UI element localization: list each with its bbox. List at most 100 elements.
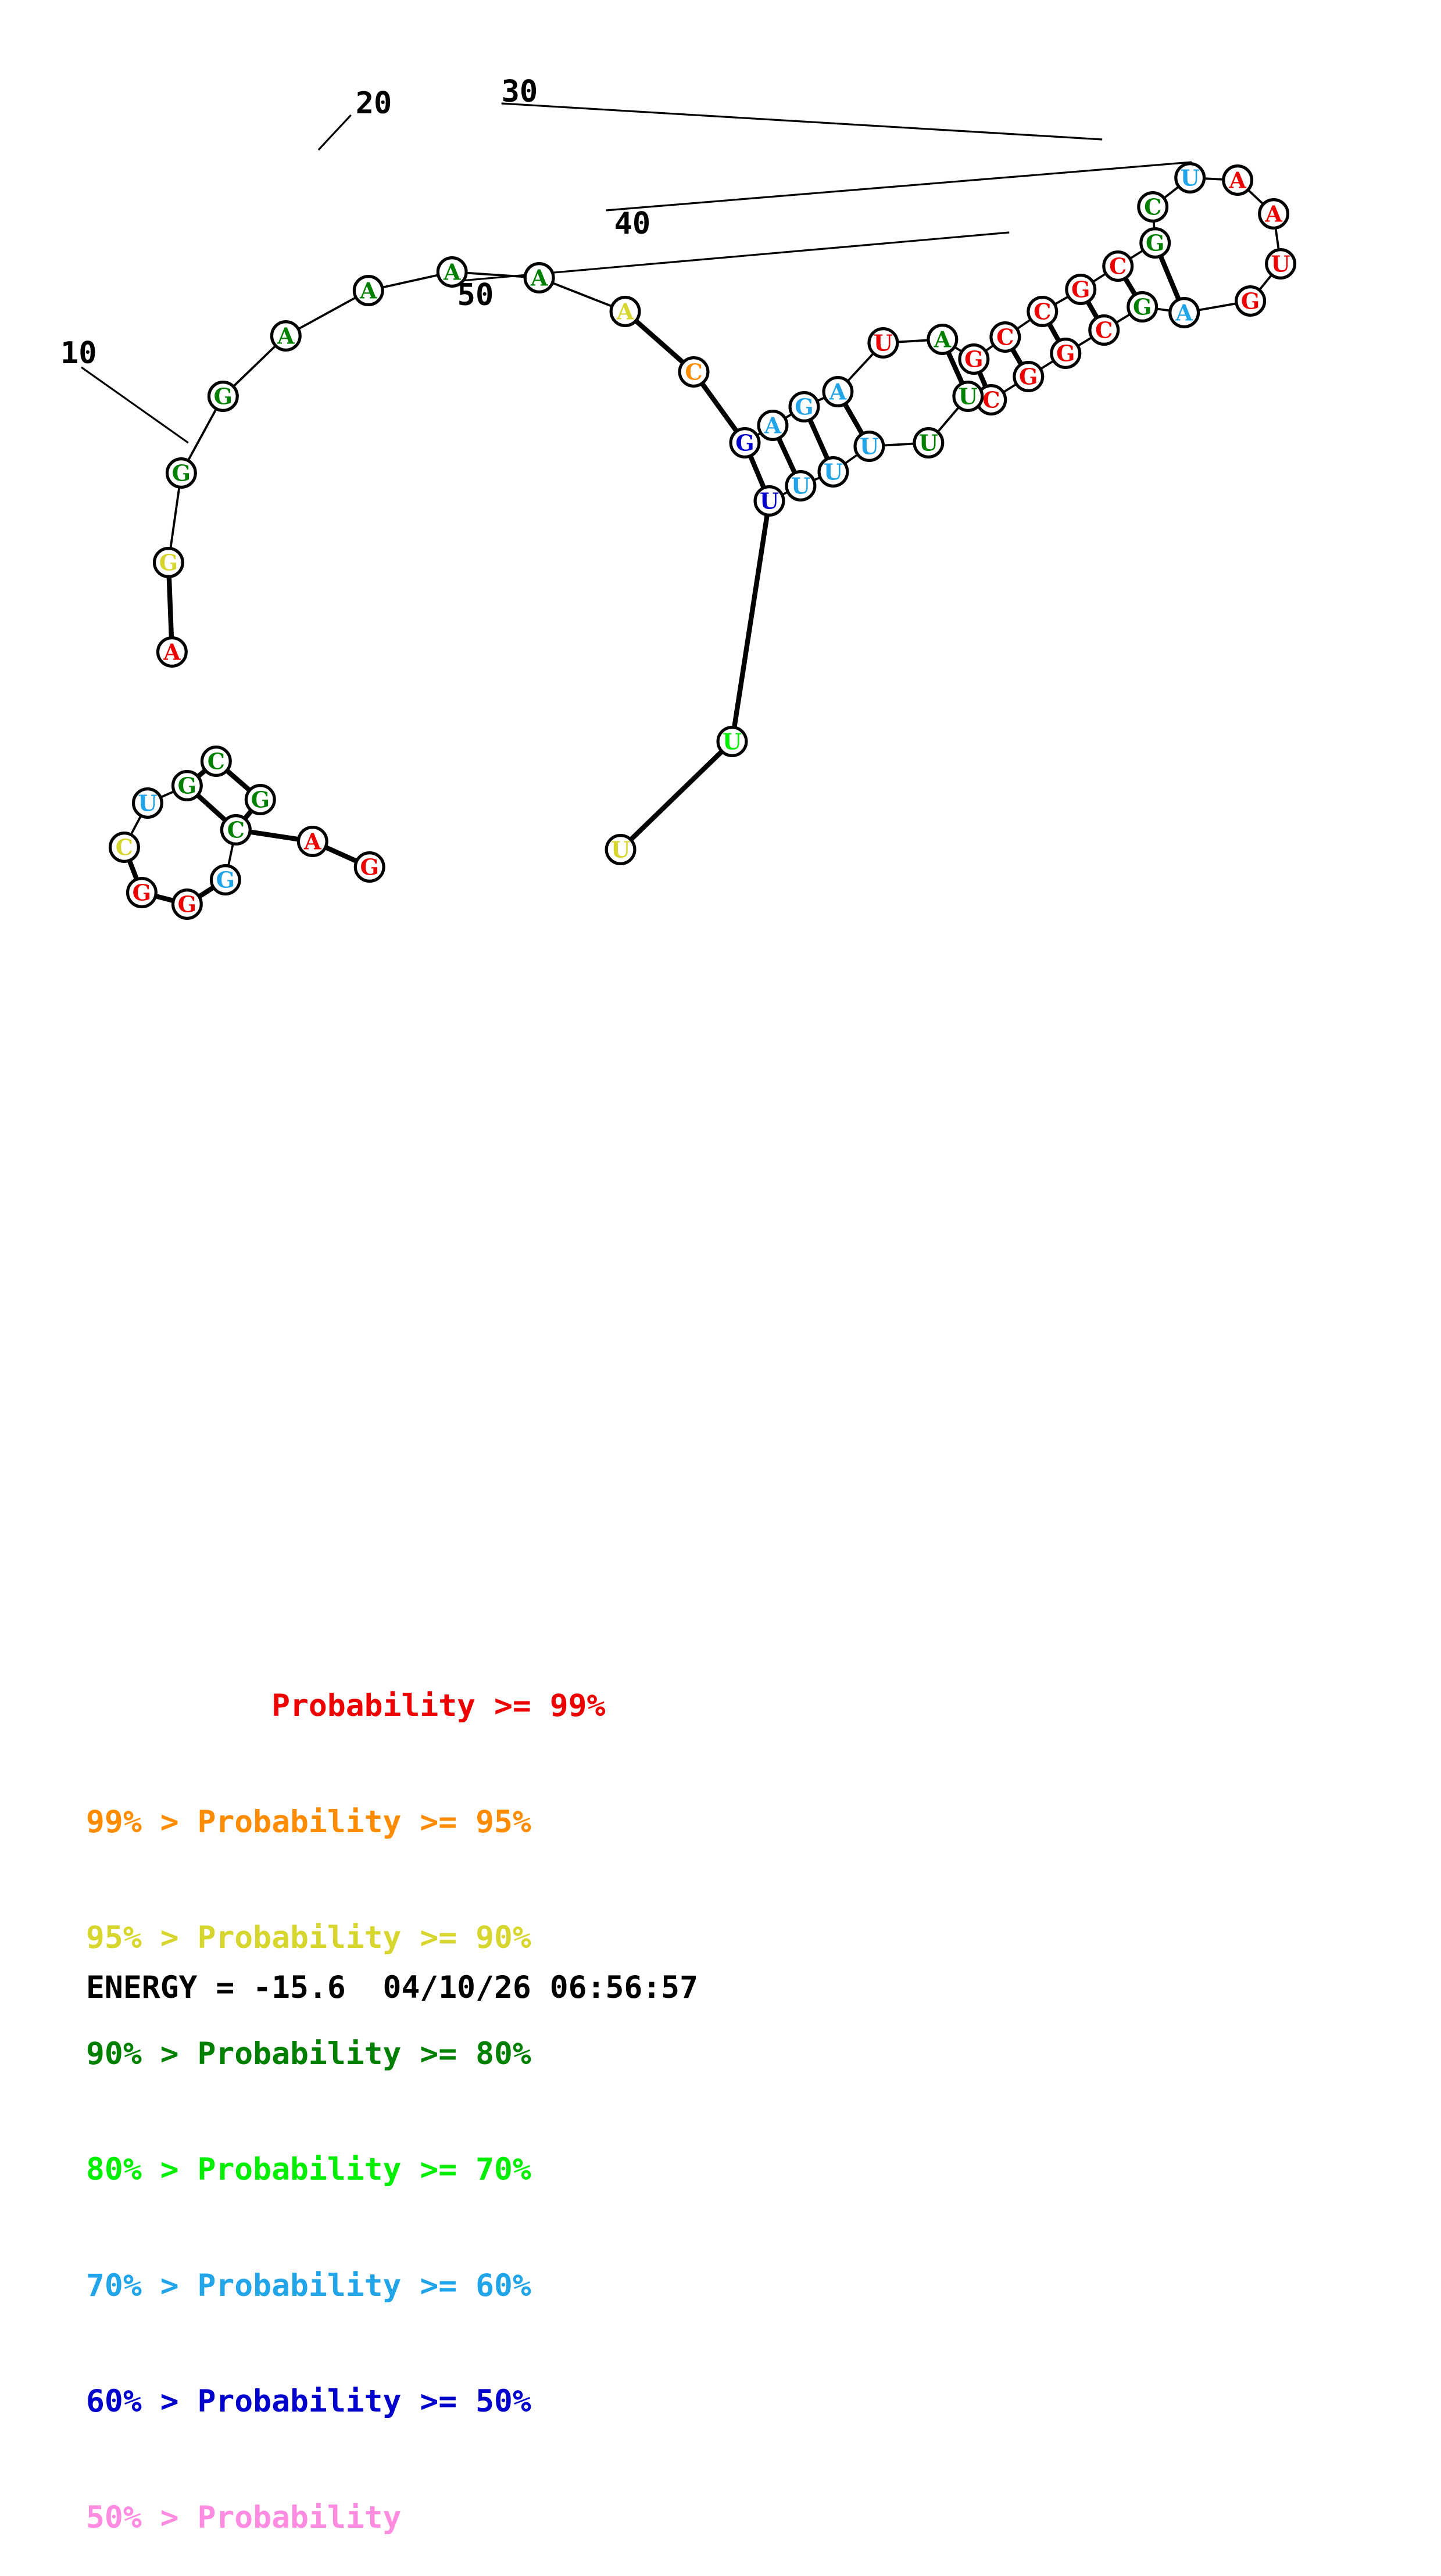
nucleotide-35-C[interactable]: C xyxy=(1137,191,1169,223)
probability-legend: Probability >= 99% 99% > Probability >= … xyxy=(86,1610,605,2576)
nucleotide-letter: A xyxy=(359,277,377,303)
nucleotide-30-C[interactable]: C xyxy=(989,321,1021,353)
position-labels: 10 20 30 40 50 xyxy=(60,74,650,371)
nucleotide-19-A[interactable]: A xyxy=(436,256,468,288)
nucleotide-circle xyxy=(436,256,468,288)
nucleotide-letter: C xyxy=(227,816,245,843)
nucleotide-letter: C xyxy=(685,359,702,385)
nucleotide-33-C[interactable]: C xyxy=(1102,250,1134,282)
nucleotide-letter: A xyxy=(934,326,952,352)
nucleotide-24-A[interactable]: A xyxy=(757,409,789,441)
nucleotide-13-A[interactable]: A xyxy=(156,636,188,668)
nucleotide-circle xyxy=(1065,274,1097,306)
nucleotide-2-A[interactable]: A xyxy=(296,825,328,857)
nucleotide-28-A[interactable]: A xyxy=(927,323,959,355)
nucleotide-44-G[interactable]: G xyxy=(1050,337,1082,369)
nucleotide-27-U[interactable]: U xyxy=(867,327,899,359)
nucleotide-circle xyxy=(1235,285,1267,317)
nucleotide-49-U[interactable]: U xyxy=(853,430,885,462)
nucleotide-7-U[interactable]: U xyxy=(131,787,163,819)
nucleotide-circle xyxy=(1222,164,1254,196)
nucleotide-letter: G xyxy=(1146,230,1164,256)
nucleotide-11-G[interactable]: G xyxy=(209,864,241,895)
nucleotide-circle xyxy=(200,745,232,777)
position-label-30: 30 xyxy=(502,74,538,109)
nucleotide-15-G[interactable]: G xyxy=(165,457,197,489)
nucleotide-46-C[interactable]: C xyxy=(975,384,1007,415)
nucleotide-8-C[interactable]: C xyxy=(108,831,140,863)
nucleotide-9-G[interactable]: G xyxy=(126,876,158,908)
nucleotide-letter: G xyxy=(795,393,813,420)
nucleotide-37-A[interactable]: A xyxy=(1222,164,1254,196)
nucleotide-letter: U xyxy=(919,429,938,456)
nucleotide-23-G[interactable]: G xyxy=(729,427,761,458)
nucleotide-14-G[interactable]: G xyxy=(152,546,184,578)
nucleotide-circle xyxy=(753,485,785,517)
nucleotide-6-G[interactable]: G xyxy=(171,769,203,801)
nucleotide-letter: U xyxy=(1181,164,1200,191)
nucleotide-letter: A xyxy=(829,378,847,404)
nucleotide-20-A[interactable]: A xyxy=(523,262,555,294)
legend-line-80: 90% > Probability >= 80% xyxy=(86,2036,531,2072)
backbone-lines xyxy=(127,177,1280,904)
nucleotide-40-G[interactable]: G xyxy=(1235,285,1267,317)
nucleotide-circle xyxy=(270,320,302,352)
nucleotide-1-G[interactable]: G xyxy=(353,851,385,883)
nucleotide-53-U[interactable]: U xyxy=(716,725,748,757)
nucleotide-letter: G xyxy=(159,549,178,575)
nucleotide-42-G[interactable]: G xyxy=(1127,291,1158,323)
nucleotide-circle xyxy=(152,546,184,578)
nucleotide-5-C[interactable]: C xyxy=(200,745,232,777)
nucleotide-50-U[interactable]: U xyxy=(817,456,849,488)
nucleotide-circle xyxy=(952,380,984,412)
nucleotide-16-G[interactable]: G xyxy=(207,380,239,412)
nucleotide-circle xyxy=(678,356,710,388)
nucleotide-letter: U xyxy=(611,836,630,862)
nucleotide-48-U[interactable]: U xyxy=(913,427,945,458)
nucleotide-22-C[interactable]: C xyxy=(678,356,710,388)
nucleotide-letter: C xyxy=(996,324,1014,350)
nucleotide-17-A[interactable]: A xyxy=(270,320,302,352)
nucleotide-letter: G xyxy=(1071,276,1090,302)
nucleotide-letter: U xyxy=(824,458,843,485)
nucleotide-52-U[interactable]: U xyxy=(753,485,785,517)
nucleotide-circle xyxy=(1139,227,1171,259)
legend-line-70: 80% > Probability >= 70% xyxy=(86,2152,531,2187)
nucleotide-39-U[interactable]: U xyxy=(1265,248,1297,280)
nucleotide-31-C[interactable]: C xyxy=(1027,296,1059,328)
nucleotide-circle xyxy=(822,375,854,407)
nucleotide-54-U[interactable]: U xyxy=(605,833,637,865)
nucleotide-32-G[interactable]: G xyxy=(1065,274,1097,306)
nucleotide-letter: G xyxy=(1019,363,1038,389)
nucleotide-34-G[interactable]: G xyxy=(1139,227,1171,259)
nucleotide-29-G[interactable]: G xyxy=(958,343,990,375)
nucleotide-36-U[interactable]: U xyxy=(1174,162,1206,194)
nucleotide-26-A[interactable]: A xyxy=(822,375,854,407)
nucleotide-circle xyxy=(989,321,1021,353)
nucleotide-letter: G xyxy=(216,866,235,893)
nucleotide-10-G[interactable]: G xyxy=(171,888,203,920)
nucleotide-letter: U xyxy=(791,472,810,499)
position-label-10: 10 xyxy=(60,336,97,371)
nucleotide-18-A[interactable]: A xyxy=(352,275,384,307)
nucleotide-circle xyxy=(1258,198,1290,230)
nucleotide-4-G[interactable]: G xyxy=(244,783,276,815)
nucleotide-21-A[interactable]: A xyxy=(609,296,641,328)
nucleotide-45-G[interactable]: G xyxy=(1013,360,1045,392)
nucleotide-circle xyxy=(209,864,241,895)
nucleotide-circle xyxy=(1050,337,1082,369)
nucleotide-51-U[interactable]: U xyxy=(785,470,817,501)
nucleotide-41-A[interactable]: A xyxy=(1168,296,1200,328)
legend-line-60: 70% > Probability >= 60% xyxy=(86,2267,531,2303)
position-label-20: 20 xyxy=(356,86,392,121)
nucleotide-circle xyxy=(867,327,899,359)
legend-line-90: 95% > Probability >= 90% xyxy=(86,1920,531,1955)
nucleotide-47-U[interactable]: U xyxy=(952,380,984,412)
nucleotide-43-C[interactable]: C xyxy=(1088,314,1120,346)
nucleotide-circle xyxy=(1137,191,1169,223)
nucleotide-12-C[interactable]: C xyxy=(220,814,252,845)
nucleotide-25-G[interactable]: G xyxy=(788,390,820,422)
legend-line-below-50: 50% > Probability xyxy=(86,2499,402,2535)
nucleotide-letter: G xyxy=(964,346,983,372)
nucleotide-38-A[interactable]: A xyxy=(1258,198,1290,230)
